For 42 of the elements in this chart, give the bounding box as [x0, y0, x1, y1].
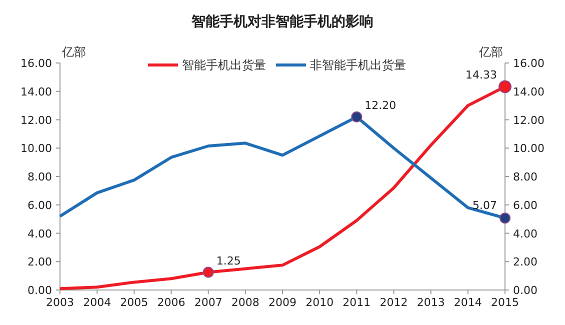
y-axis-title: 亿部	[61, 45, 86, 59]
y-tick-label: 8.00	[28, 170, 52, 184]
point	[498, 80, 512, 94]
y-tick-label: 0.00	[28, 284, 52, 297]
x-tick-label: 2011	[342, 296, 371, 309]
y-tick-label: 10.00	[20, 142, 52, 156]
x-tick-label: 2003	[46, 296, 74, 309]
legend-label: 非智能手机出货量	[310, 58, 406, 72]
y2-tick-label: 14.00	[513, 85, 544, 98]
y2-tick-label: 6.00	[513, 198, 538, 212]
x-tick-label: 2013	[416, 296, 445, 309]
y-tick-label: 4.00	[28, 227, 52, 240]
data-label: 12.20	[364, 98, 396, 112]
y2-tick-label: 12.00	[513, 114, 544, 127]
chart-title: 智能手机对非智能手机的影响	[190, 13, 374, 30]
x-tick-label: 2005	[120, 296, 148, 309]
x-tick-label: 2014	[454, 296, 482, 309]
y2-tick-label: 4.00	[513, 227, 538, 240]
x-tick-label: 2008	[231, 296, 260, 309]
x-tick-label: 2012	[380, 296, 408, 309]
y-tick-label: 16.00	[20, 57, 52, 70]
data-label: 14.33	[466, 68, 497, 82]
x-tick-label: 2006	[157, 296, 186, 309]
x-tick-label: 2010	[306, 296, 334, 309]
point	[202, 266, 214, 278]
y2-tick-label: 16.00	[513, 57, 544, 70]
x-tick-label: 2015	[491, 296, 519, 309]
legend-label: 智能手机出货量	[182, 58, 266, 72]
data-label: 5.07	[472, 199, 497, 212]
y2-tick-label: 10.00	[513, 142, 544, 156]
x-tick-label: 2007	[194, 296, 222, 309]
y-tick-label: 2.00	[28, 256, 52, 269]
x-tick-label: 2004	[83, 296, 112, 309]
y2-tick-label: 0.00	[513, 284, 538, 297]
data-label: 1.25	[216, 254, 241, 268]
y2-tick-label: 2.00	[513, 256, 538, 269]
y2-tick-label: 8.00	[513, 170, 538, 184]
y-tick-label: 12.00	[20, 114, 52, 127]
y2-axis-title: 亿部	[478, 45, 503, 59]
y-tick-label: 6.00	[28, 198, 52, 212]
x-tick-label: 2009	[268, 296, 296, 309]
y-tick-label: 14.00	[20, 85, 52, 98]
